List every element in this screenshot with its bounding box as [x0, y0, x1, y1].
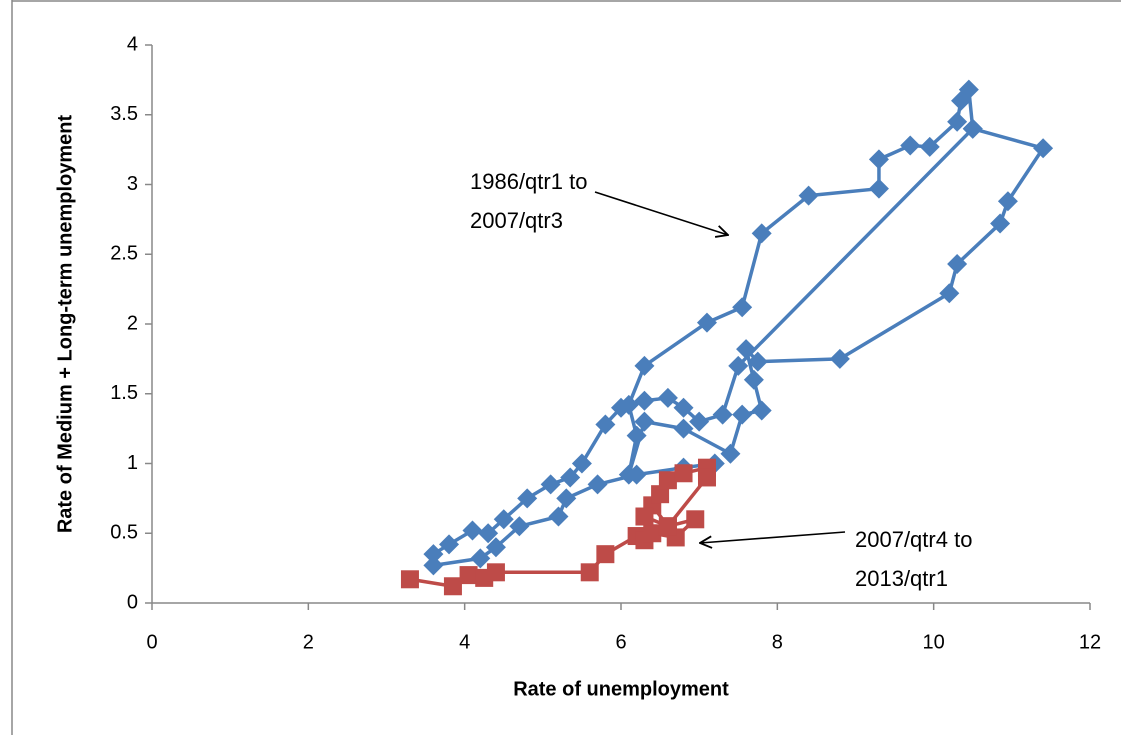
- y-tick-label: 1.5: [110, 382, 138, 404]
- y-tick-label: 0.5: [110, 522, 138, 544]
- x-tick-label: 10: [923, 631, 945, 653]
- data-point: [712, 404, 733, 425]
- data-point: [560, 467, 581, 488]
- data-point: [635, 507, 654, 526]
- annotation-arrow: [594, 191, 728, 235]
- data-point: [443, 577, 462, 596]
- data-point: [634, 390, 655, 411]
- data-point: [587, 474, 608, 495]
- data-point: [829, 348, 850, 369]
- annotation-text: 2007/qtr3: [470, 208, 563, 233]
- data-point: [751, 400, 772, 421]
- x-tick-label: 4: [459, 631, 470, 653]
- data-point: [696, 312, 717, 333]
- data-point: [997, 191, 1018, 212]
- data-point: [919, 136, 940, 157]
- data-point: [400, 570, 419, 589]
- data-point: [470, 548, 491, 569]
- y-tick-label: 4: [127, 33, 138, 55]
- x-tick-label: 2: [303, 631, 314, 653]
- data-point: [423, 555, 444, 576]
- y-tick-label: 2: [127, 312, 138, 334]
- data-point: [634, 411, 655, 432]
- data-point: [736, 339, 757, 360]
- data-point: [732, 297, 753, 318]
- y-tick-label: 1: [127, 452, 138, 474]
- data-point: [580, 563, 599, 582]
- data-point: [697, 468, 716, 487]
- data-point: [673, 418, 694, 439]
- data-point: [423, 544, 444, 565]
- x-tick-label: 8: [772, 631, 783, 653]
- data-point: [689, 411, 710, 432]
- data-point: [595, 414, 616, 435]
- data-point: [462, 520, 483, 541]
- data-point: [868, 149, 889, 170]
- annotation-text: 1986/qtr1 to: [470, 169, 587, 194]
- annotation-text: 2013/qtr1: [855, 566, 948, 591]
- data-point: [485, 537, 506, 558]
- data-point: [517, 488, 538, 509]
- x-tick-label: 0: [146, 631, 157, 653]
- data-point: [951, 90, 972, 111]
- data-point: [596, 545, 615, 564]
- annotation-text: 2007/qtr4 to: [855, 527, 972, 552]
- data-point: [571, 453, 592, 474]
- y-axis-title: Rate of Medium + Long-term unemployment: [54, 114, 76, 533]
- data-point: [900, 135, 921, 156]
- data-point: [540, 474, 561, 495]
- data-point: [643, 524, 662, 543]
- data-point: [728, 355, 749, 376]
- y-tick-label: 0: [127, 591, 138, 613]
- data-point: [747, 351, 768, 372]
- y-tick-label: 3: [127, 173, 138, 195]
- x-tick-label: 6: [615, 631, 626, 653]
- data-point: [1033, 138, 1054, 159]
- data-point: [947, 254, 968, 275]
- data-point: [459, 566, 478, 585]
- data-point: [486, 563, 505, 582]
- y-tick-label: 2.5: [110, 243, 138, 265]
- data-point: [626, 464, 647, 485]
- data-point: [634, 355, 655, 376]
- data-point: [626, 425, 647, 446]
- y-tick-label: 3.5: [110, 103, 138, 125]
- data-point: [658, 471, 677, 490]
- data-point: [509, 516, 530, 537]
- data-point: [493, 509, 514, 530]
- data-point: [939, 283, 960, 304]
- data-point: [439, 534, 460, 555]
- data-point: [962, 118, 983, 139]
- annotation-arrow: [700, 531, 846, 543]
- data-point: [658, 517, 677, 536]
- data-point: [611, 397, 631, 418]
- data-point: [556, 488, 577, 509]
- data-point: [947, 111, 968, 132]
- data-point: [548, 506, 569, 527]
- data-point: [478, 523, 499, 544]
- x-axis-title: Rate of unemployment: [513, 678, 729, 700]
- data-point: [720, 443, 741, 464]
- data-point: [673, 397, 694, 418]
- data-point: [732, 404, 753, 425]
- data-point: [657, 387, 678, 408]
- data-point: [990, 213, 1011, 234]
- x-tick-label: 12: [1079, 631, 1101, 653]
- data-point: [686, 510, 705, 529]
- data-point: [798, 185, 819, 206]
- data-point: [651, 485, 670, 504]
- data-point: [674, 464, 693, 483]
- data-point: [751, 223, 772, 244]
- data-point: [743, 369, 764, 390]
- data-point: [868, 178, 889, 199]
